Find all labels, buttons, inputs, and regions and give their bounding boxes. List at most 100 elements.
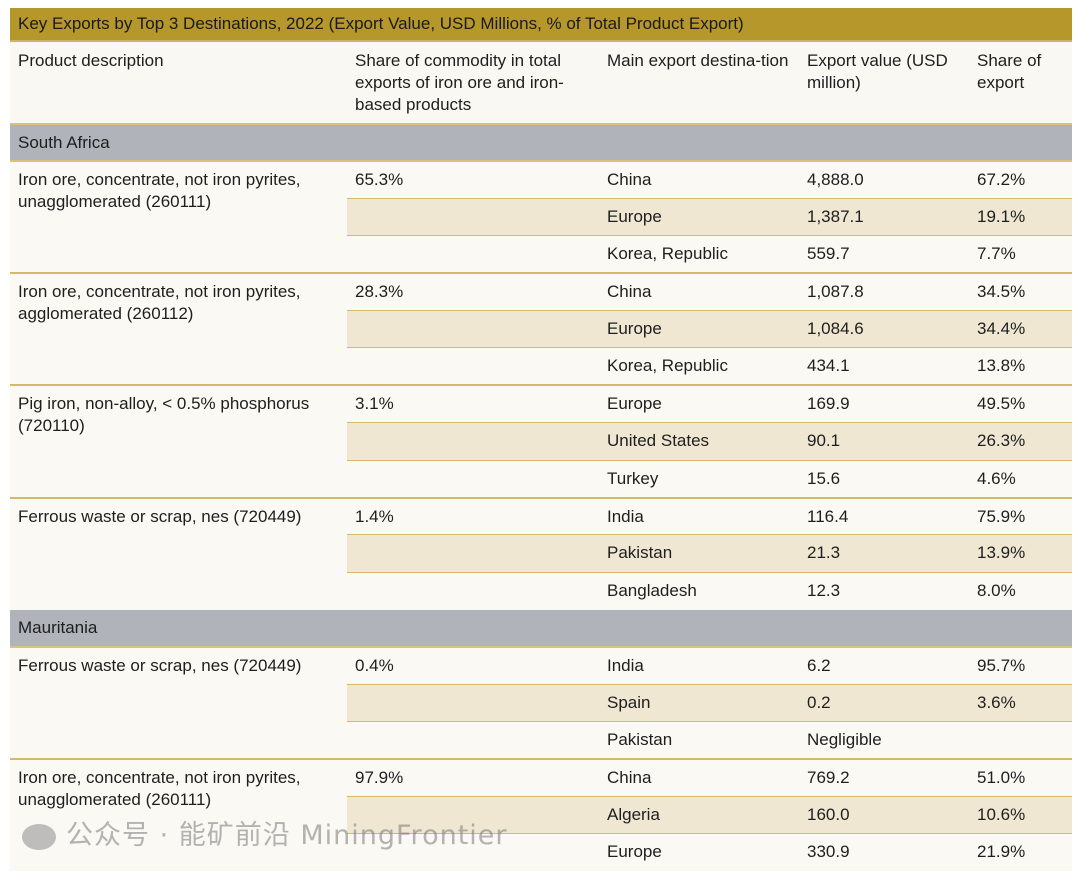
header-destination: Main export destina-tion (599, 42, 799, 125)
header-export-value: Export value (USD million) (799, 42, 969, 125)
export-value: 90.1 (799, 422, 969, 461)
export-value: 1,087.8 (799, 272, 969, 311)
destination: Korea, Republic (599, 235, 799, 274)
destination: Europe (599, 197, 799, 236)
export-value: 559.7 (799, 235, 969, 274)
table-row: Europe 330.9 21.9% (10, 833, 1072, 872)
table-row: Korea, Republic 559.7 7.7% (10, 235, 1072, 274)
commodity-share: 65.3% (347, 161, 599, 199)
table-row: Europe 1,387.1 19.1% (10, 197, 1072, 236)
table-row: Pakistan 21.3 13.9% (10, 534, 1072, 573)
export-share: 10.6% (969, 795, 1072, 834)
watermark: 公众号 · 能矿前沿 MiningFrontier (22, 820, 508, 852)
export-share: 19.1% (969, 197, 1072, 236)
table-row: Pig iron, non-alloy, < 0.5% phosphorus (… (10, 384, 1072, 498)
export-value: 434.1 (799, 347, 969, 386)
table-row: Iron ore, concentrate, not iron pyrites,… (10, 272, 1072, 386)
exports-table: Product description Share of commodity i… (10, 42, 1072, 872)
export-share: 3.6% (969, 683, 1072, 722)
commodity-share (347, 310, 599, 348)
table-row: Spain 0.2 3.6% (10, 683, 1072, 722)
destination: Turkey (599, 459, 799, 498)
export-share: 34.5% (969, 272, 1072, 311)
table-row: Europe 1,084.6 34.4% (10, 310, 1072, 348)
commodity-share: 3.1% (347, 384, 599, 423)
export-share: 8.0% (969, 571, 1072, 610)
commodity-share (347, 720, 599, 759)
header-row: Product description Share of commodity i… (10, 42, 1072, 125)
table-row: United States 90.1 26.3% (10, 422, 1072, 461)
commodity-share (347, 795, 599, 834)
product-description: Ferrous waste or scrap, nes (720449) (10, 646, 347, 759)
export-value: 21.3 (799, 534, 969, 573)
table-row: Iron ore, concentrate, not iron pyrites,… (10, 757, 1072, 872)
exports-table-container: Key Exports by Top 3 Destinations, 2022 … (10, 8, 1072, 872)
commodity-share (347, 459, 599, 498)
export-share: 13.9% (969, 534, 1072, 573)
commodity-share (347, 683, 599, 722)
export-value: 4,888.0 (799, 161, 969, 199)
commodity-share (347, 534, 599, 573)
header-share-commodity: Share of commodity in total exports of i… (347, 42, 599, 125)
destination: India (599, 646, 799, 685)
destination: China (599, 161, 799, 199)
export-value: 15.6 (799, 459, 969, 498)
export-value: 160.0 (799, 795, 969, 834)
product-description: Iron ore, concentrate, not iron pyrites,… (10, 272, 347, 386)
destination: United States (599, 422, 799, 461)
export-share: 4.6% (969, 459, 1072, 498)
commodity-share (347, 422, 599, 461)
export-share: 21.9% (969, 833, 1072, 872)
export-share (969, 720, 1072, 759)
table-row: Bangladesh 12.3 8.0% (10, 571, 1072, 610)
export-share: 51.0% (969, 757, 1072, 797)
export-share: 67.2% (969, 161, 1072, 199)
destination: Pakistan (599, 534, 799, 573)
export-value: 1,084.6 (799, 310, 969, 348)
destination: China (599, 757, 799, 797)
export-value: 6.2 (799, 646, 969, 685)
commodity-share (347, 571, 599, 610)
destination: China (599, 272, 799, 311)
commodity-share: 0.4% (347, 646, 599, 685)
commodity-share: 1.4% (347, 496, 599, 535)
export-share: 49.5% (969, 384, 1072, 423)
table-title: Key Exports by Top 3 Destinations, 2022 … (10, 8, 1072, 42)
table-row: Iron ore, concentrate, not iron pyrites,… (10, 161, 1072, 274)
table-row: Ferrous waste or scrap, nes (720449) 1.4%… (10, 496, 1072, 610)
table-row: Turkey 15.6 4.6% (10, 459, 1072, 498)
table-row: Pakistan Negligible (10, 720, 1072, 759)
country-row: Mauritania (10, 609, 1072, 648)
product-description: Iron ore, concentrate, not iron pyrites,… (10, 757, 347, 872)
export-value: 116.4 (799, 496, 969, 535)
destination: Pakistan (599, 720, 799, 759)
destination: Algeria (599, 795, 799, 834)
destination: Europe (599, 310, 799, 348)
destination: Korea, Republic (599, 347, 799, 386)
export-share: 95.7% (969, 646, 1072, 685)
destination: Spain (599, 683, 799, 722)
export-value: 769.2 (799, 757, 969, 797)
product-description: Iron ore, concentrate, not iron pyrites,… (10, 161, 347, 274)
watermark-text: 公众号 · 能矿前沿 MiningFrontier (66, 820, 508, 851)
country-name: Mauritania (10, 609, 1072, 648)
commodity-share (347, 197, 599, 236)
destination: Europe (599, 833, 799, 872)
export-value: 0.2 (799, 683, 969, 722)
commodity-share: 97.9% (347, 757, 599, 797)
export-share: 75.9% (969, 496, 1072, 535)
country-name: South Africa (10, 124, 1072, 162)
export-share: 13.8% (969, 347, 1072, 386)
header-share-export: Share of export (969, 42, 1072, 125)
commodity-share (347, 833, 599, 872)
header-product: Product description (10, 42, 347, 125)
destination: Europe (599, 384, 799, 423)
table-row: Korea, Republic 434.1 13.8% (10, 347, 1072, 386)
wechat-icon (22, 823, 56, 850)
commodity-share (347, 347, 599, 386)
commodity-share (347, 235, 599, 274)
export-value: Negligible (799, 720, 969, 759)
destination: Bangladesh (599, 571, 799, 610)
export-value: 330.9 (799, 833, 969, 872)
export-value: 169.9 (799, 384, 969, 423)
